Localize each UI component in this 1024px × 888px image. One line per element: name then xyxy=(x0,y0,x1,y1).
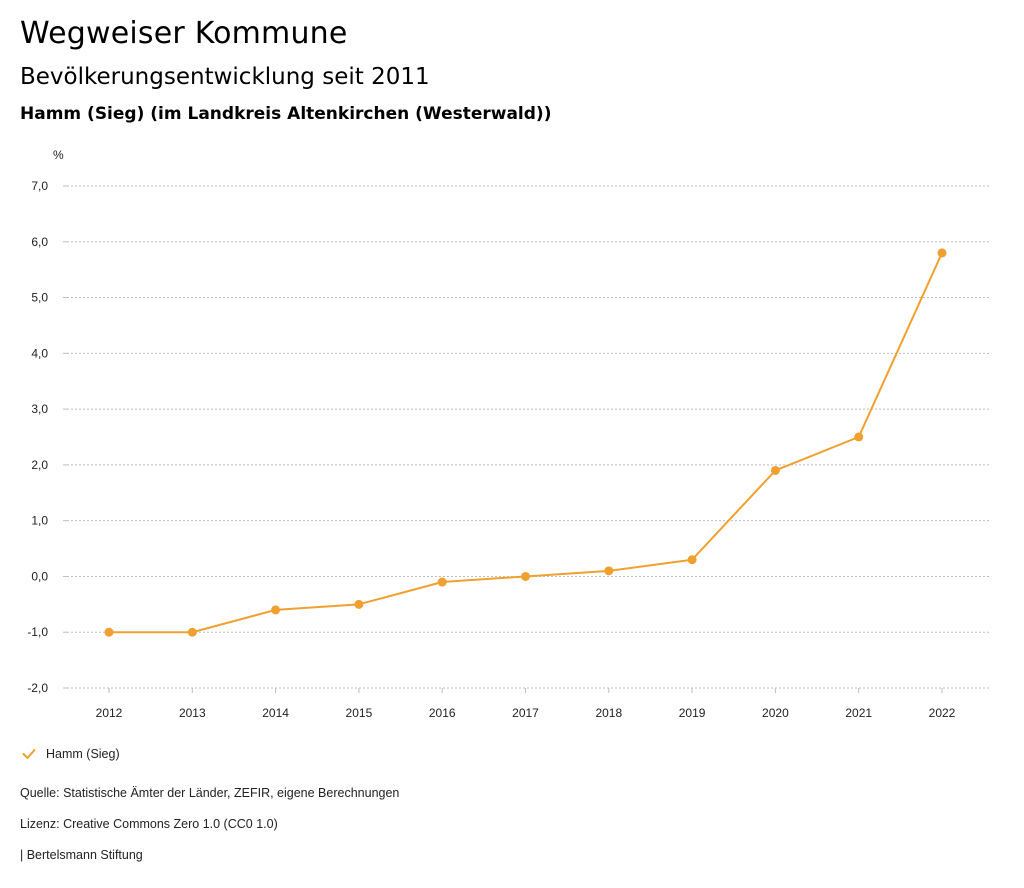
y-unit-label: % xyxy=(53,148,64,162)
y-tick-label: -1,0 xyxy=(27,625,48,639)
y-tick-label: 1,0 xyxy=(31,514,48,528)
y-tick-label: 4,0 xyxy=(31,346,48,360)
data-point xyxy=(187,627,197,637)
source-note: Quelle: Statistische Ämter der Länder, Z… xyxy=(20,786,400,800)
data-point xyxy=(770,465,780,475)
line-chart: %7,06,05,04,03,02,01,00,0-1,0-2,0 2012 20… xyxy=(27,148,990,720)
data-point xyxy=(521,571,530,581)
chart-subtitle: Bevölkerungsentwicklung seit 2011 xyxy=(20,64,430,90)
x-tick-label: 2019 xyxy=(679,706,706,720)
legend-label: Hamm (Sieg) xyxy=(46,747,120,761)
y-tick-label: 2,0 xyxy=(31,458,48,472)
license-note: Lizenz: Creative Commons Zero 1.0 (CC0 1… xyxy=(20,817,278,831)
data-point xyxy=(937,248,947,258)
data-point xyxy=(854,432,864,442)
y-tick-label: -2,0 xyxy=(27,681,48,695)
x-tick-label: 2020 xyxy=(762,706,789,720)
x-axis: 2012 2013 2014 2015 2016 2017 2018 2019 2020 2021… xyxy=(96,688,956,720)
x-tick-label: 2015 xyxy=(346,706,373,720)
chart-title: Wegweiser Kommune xyxy=(20,16,348,51)
gridlines xyxy=(67,185,990,689)
x-tick-label: 2013 xyxy=(179,706,206,720)
x-tick-label: 2022 xyxy=(929,706,956,720)
x-tick-label: 2018 xyxy=(595,706,622,720)
y-tick-label: 0,0 xyxy=(31,569,48,583)
region-label: Hamm (Sieg) (im Landkreis Altenkirchen (… xyxy=(20,104,552,124)
data-point xyxy=(687,555,697,565)
x-tick-label: 2016 xyxy=(429,706,456,720)
x-tick-label: 2014 xyxy=(262,706,289,720)
publisher-note: | Bertelsmann Stiftung xyxy=(20,848,143,862)
y-tick-label: 6,0 xyxy=(31,235,48,249)
data-point xyxy=(354,599,364,609)
check-icon xyxy=(22,749,36,759)
x-tick-label: 2012 xyxy=(96,706,123,720)
y-tick-label: 3,0 xyxy=(31,402,48,416)
legend[interactable]: Hamm (Sieg) xyxy=(22,744,120,764)
y-axis: % 7,0 6,0 5,0 4,0 3,0 2,0 1,0 0,0 -1,0 -2,0 xyxy=(27,148,67,695)
x-tick-label: 2017 xyxy=(512,706,539,720)
data-point xyxy=(604,566,614,576)
data-point xyxy=(271,605,281,615)
data-point xyxy=(437,577,447,587)
y-tick-label: 7,0 xyxy=(31,179,48,193)
y-tick-label: 5,0 xyxy=(31,291,48,305)
series-layer xyxy=(104,248,947,637)
x-tick-label: 2021 xyxy=(845,706,872,720)
data-point xyxy=(104,627,114,637)
